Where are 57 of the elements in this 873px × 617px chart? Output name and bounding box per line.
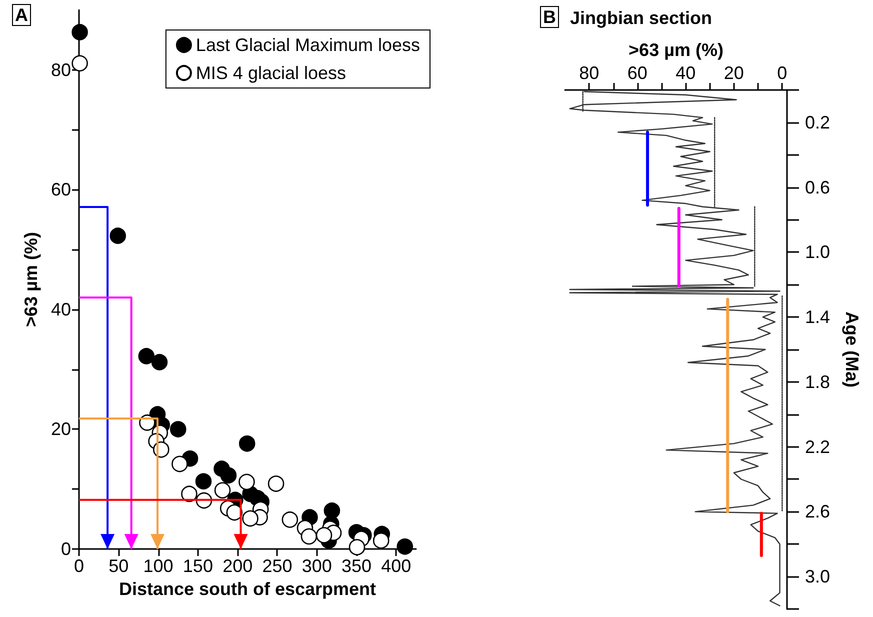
point — [170, 421, 186, 438]
point — [72, 55, 88, 72]
x-tick-label: 250 — [262, 556, 292, 576]
point — [172, 456, 188, 472]
point — [195, 473, 212, 490]
point — [372, 532, 390, 549]
point — [220, 467, 237, 484]
x-tick-label: 300 — [302, 556, 332, 576]
point — [138, 348, 155, 364]
y-tick-label: 1.8 — [805, 372, 830, 392]
y-tick-label: 20 — [50, 419, 71, 440]
chart-title: Jingbian section — [570, 8, 712, 28]
point — [110, 228, 126, 244]
legend-label: MIS 4 glacial loess — [196, 63, 346, 83]
x-tick-label: 0 — [74, 556, 84, 576]
point — [226, 504, 243, 521]
x-axis-title: >63 µm (%) — [628, 40, 724, 60]
y-axis-title: >63 µm (%) — [21, 232, 42, 327]
point — [268, 476, 284, 492]
x-tick-label: 100 — [143, 556, 174, 576]
x-tick-label: 80 — [579, 63, 600, 83]
x-tick-label: 20 — [724, 63, 744, 83]
x-tick-label: 400 — [381, 556, 412, 576]
point — [238, 474, 255, 490]
y-tick-label: 0.2 — [805, 112, 830, 132]
text: B — [540, 6, 559, 28]
point — [72, 24, 88, 40]
x-tick-label: 200 — [222, 556, 253, 576]
text: A — [12, 4, 31, 26]
y-tick-label: 1.0 — [805, 242, 830, 262]
y-tick-label: 2.6 — [805, 502, 830, 522]
x-tick-label: 0 — [777, 63, 788, 83]
point — [348, 539, 366, 556]
legend-label: Last Glacial Maximum loess — [196, 35, 420, 55]
x-axis-title: Distance south of escarpment — [118, 578, 376, 599]
y-axis-title: Age (Ma) — [842, 312, 862, 388]
x-tick-label: 40 — [676, 63, 696, 83]
point — [316, 527, 332, 544]
point — [282, 512, 298, 528]
y-tick-label: 0 — [60, 539, 71, 559]
point — [324, 502, 340, 519]
y-tick-label: 40 — [50, 299, 71, 320]
y-tick-label: 2.2 — [805, 436, 830, 457]
x-tick-label: 50 — [108, 556, 129, 576]
y-tick-label: 60 — [50, 180, 71, 200]
point — [242, 510, 258, 527]
point — [396, 538, 414, 555]
y-tick-label: 3.0 — [805, 566, 830, 587]
x-tick-label: 350 — [342, 556, 372, 576]
y-tick-label: 1.4 — [805, 307, 830, 328]
x-tick-label: 150 — [182, 556, 213, 576]
point — [238, 435, 256, 452]
y-tick-label: 0.6 — [805, 177, 830, 198]
point — [214, 482, 231, 498]
point — [151, 354, 168, 370]
x-tick-label: 60 — [627, 63, 648, 83]
point — [300, 528, 318, 545]
